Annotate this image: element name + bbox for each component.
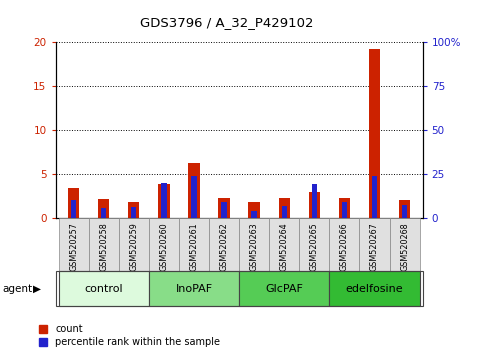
Bar — [221, 202, 227, 218]
Bar — [239, 218, 269, 271]
Bar — [188, 162, 199, 218]
Bar — [309, 192, 320, 218]
Bar — [58, 271, 149, 306]
Bar — [312, 184, 317, 218]
Bar — [339, 199, 350, 218]
Bar — [269, 218, 299, 271]
Bar — [389, 218, 420, 271]
Bar — [71, 200, 76, 218]
Bar — [98, 199, 110, 218]
Text: InoPAF: InoPAF — [175, 284, 213, 293]
Text: control: control — [85, 284, 123, 293]
Bar — [101, 208, 106, 218]
Bar — [68, 188, 79, 218]
Bar — [329, 218, 359, 271]
Text: edelfosine: edelfosine — [346, 284, 403, 293]
Text: GSM520257: GSM520257 — [69, 222, 78, 271]
Text: GSM520265: GSM520265 — [310, 222, 319, 271]
Legend: count, percentile rank within the sample: count, percentile rank within the sample — [39, 325, 220, 347]
Bar — [89, 218, 119, 271]
Bar — [341, 202, 347, 218]
Text: GSM520268: GSM520268 — [400, 222, 409, 270]
Bar — [399, 200, 410, 218]
Bar — [369, 48, 380, 218]
Bar — [119, 218, 149, 271]
Text: GSM520258: GSM520258 — [99, 222, 108, 271]
Bar — [218, 199, 230, 218]
Text: ▶: ▶ — [33, 284, 41, 293]
Bar — [128, 202, 140, 218]
Bar — [372, 176, 377, 218]
Bar — [402, 205, 407, 218]
Text: GlcPAF: GlcPAF — [265, 284, 303, 293]
Text: agent: agent — [2, 284, 32, 293]
Bar — [299, 218, 329, 271]
Bar — [161, 183, 167, 218]
Text: GSM520263: GSM520263 — [250, 222, 258, 270]
Bar — [329, 271, 420, 306]
Text: GDS3796 / A_32_P429102: GDS3796 / A_32_P429102 — [140, 16, 314, 29]
Bar — [239, 271, 329, 306]
Bar — [179, 218, 209, 271]
Bar — [282, 206, 287, 218]
Bar — [149, 218, 179, 271]
Bar — [191, 176, 197, 218]
Bar — [359, 218, 389, 271]
Bar — [209, 218, 239, 271]
Bar — [252, 211, 257, 218]
Text: GSM520259: GSM520259 — [129, 222, 138, 271]
Bar — [58, 218, 89, 271]
Bar — [158, 184, 170, 218]
Text: GSM520266: GSM520266 — [340, 222, 349, 270]
Text: GSM520262: GSM520262 — [220, 222, 228, 271]
Text: GSM520260: GSM520260 — [159, 222, 169, 270]
Text: GSM520267: GSM520267 — [370, 222, 379, 271]
Bar — [131, 207, 137, 218]
Text: GSM520264: GSM520264 — [280, 222, 289, 270]
Text: GSM520261: GSM520261 — [189, 222, 199, 270]
Bar — [279, 198, 290, 218]
Bar — [248, 202, 260, 218]
Bar — [149, 271, 239, 306]
